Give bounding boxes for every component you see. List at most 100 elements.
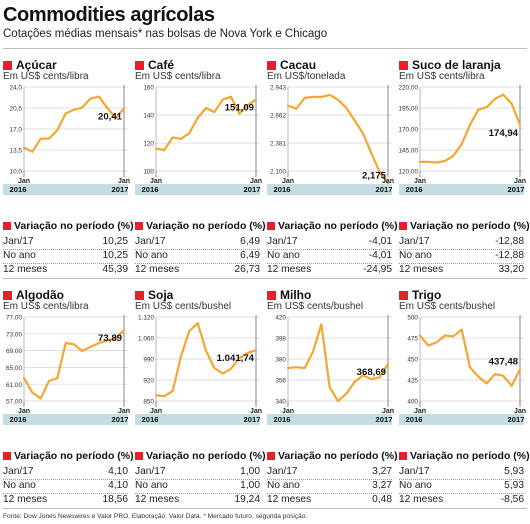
variation-row: Jan/17 5,93 [399,466,524,480]
variation-row: 12 meses 26,73 [135,264,260,278]
y-tick-label: 17,0 [10,127,23,134]
variation-title-text: Variação no período (%) [14,450,134,462]
y-tick-label: 400 [407,399,418,406]
y-tick-label: 850 [143,399,154,406]
commodity-name: Suco de laranja [412,58,501,72]
x-tick-label: Jan [382,178,394,185]
red-square-icon [3,291,12,300]
data-point [419,334,421,337]
red-square-icon [135,291,144,300]
variation-row: Jan/17 3,27 [267,466,392,480]
commodity-name: Café [148,58,175,72]
variation-separator [135,479,260,480]
data-point [328,94,331,96]
y-tick-label: 120 [143,141,154,148]
variation-title-text: Variação no período (%) [146,220,266,232]
data-point [387,362,389,365]
red-square-icon [3,222,11,230]
variation-separator [399,479,524,480]
data-point [196,116,199,119]
data-point [213,111,216,114]
variation-value: -12,88 [495,250,524,261]
variation-row: 12 meses 0,48 [267,494,392,508]
y-tick-label: 220,00 [398,85,418,92]
unit-label: Em US$ cents/bushel [135,301,232,312]
y-tick-label: 425 [407,378,418,385]
y-tick-label: 69,00 [6,348,22,355]
variation-label: Jan/17 [3,236,34,247]
data-point [370,152,373,155]
header: Commodities agrícolas Cotações médias me… [3,4,527,41]
data-point [519,368,521,371]
variation-row: No ano -12,88 [399,250,524,264]
last-value-label: 73,89 [98,333,122,344]
data-point [485,106,488,109]
y-tick-label: 170,00 [398,127,418,134]
year-label-2016: 2016 [406,185,423,194]
data-point [320,323,323,326]
year-band [135,184,260,195]
unit-label: Em US$ cents/bushel [399,301,496,312]
y-tick-label: 398 [275,336,286,343]
variation-value: 6,49 [240,236,260,247]
variation-separator [3,249,128,250]
red-square-icon [135,61,144,70]
data-point [163,149,166,151]
y-tick-label: 1.060 [138,336,154,343]
last-value-label: 2,175 [362,170,387,181]
data-point [39,137,42,140]
data-point [469,123,471,126]
data-point [246,104,249,107]
variation-value: 4,10 [108,480,128,491]
y-tick-label: 356 [275,378,286,385]
x-tick-label: Jan [414,178,426,185]
year-band [135,414,260,425]
variation-label: No ano [3,480,36,491]
y-tick-label: 65,00 [6,365,22,372]
y-tick-label: 2.943 [270,85,286,92]
commodity-name: Cacau [280,58,317,72]
variation-value: 4,10 [108,466,128,477]
red-square-icon [135,452,143,460]
data-point [81,106,84,109]
last-value-label: 368,69 [357,367,386,378]
variation-value: -8,56 [500,494,524,505]
y-tick-label: 500 [407,315,418,322]
variation-value: 45,39 [102,264,129,275]
data-point [123,107,125,110]
data-point [295,366,298,369]
year-band [3,184,128,195]
variation-label: Jan/17 [267,466,298,477]
data-point [255,98,257,101]
variation-row: 12 meses -24,95 [267,264,392,278]
variation-label: No ano [3,250,36,261]
data-point [246,351,249,354]
data-point [494,373,496,376]
data-point [510,384,513,387]
x-tick-label: Jan [514,178,526,185]
variation-value: 19,24 [234,494,261,505]
data-point [469,366,471,369]
year-band [399,184,524,195]
data-point [106,107,109,109]
variation-row: Jan/17 -4,01 [267,236,392,250]
variation-label: Jan/17 [399,466,430,477]
page-title: Commodities agrícolas [3,4,215,26]
x-tick-label: Jan [514,408,526,415]
year-band [399,414,524,425]
year-label-2016: 2016 [274,185,291,194]
y-tick-label: 73,00 [6,331,22,338]
commodity-name: Trigo [412,288,442,302]
variation-row: No ano 3,27 [267,480,392,494]
data-point [255,349,257,352]
panel-title: Soja [135,286,173,302]
y-tick-label: 990 [143,357,154,364]
divider-middle [3,278,527,279]
data-point [155,394,157,397]
x-tick-label: Jan [382,408,394,415]
variation-label: Jan/17 [3,466,34,477]
x-tick-label: Jan [18,408,30,415]
